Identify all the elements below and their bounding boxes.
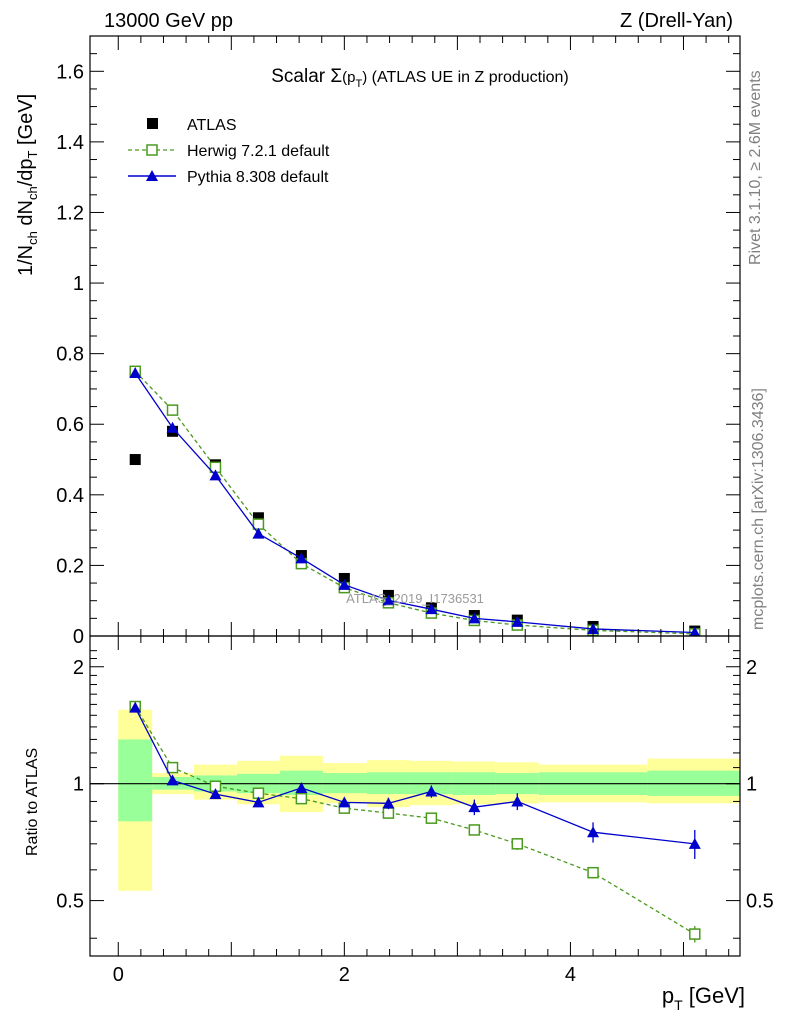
main-pythia-point-0 xyxy=(129,367,142,379)
main-pythia-point-5 xyxy=(338,578,351,590)
ratio-pythia-point-9 xyxy=(511,795,524,807)
ratio-herwig-point-9 xyxy=(511,838,524,850)
ratio-herwig-point-7 xyxy=(425,812,438,824)
x-tick-label-2: 4 xyxy=(565,964,576,986)
rivet-label: Rivet 3.1.10, ≥ 2.6M events xyxy=(747,70,764,265)
ratio-pythia-point-0 xyxy=(129,701,142,713)
energy-label: 13000 GeV pp xyxy=(104,10,233,32)
main-y-tick-label-8: 1.6 xyxy=(56,61,84,83)
legend-pythia-marker xyxy=(146,170,158,181)
x-tick-label-1: 2 xyxy=(339,964,350,986)
main-y-tick-label-7: 1.4 xyxy=(56,132,84,154)
ratio-pythia-point-10 xyxy=(587,826,600,838)
main-herwig-point-3 xyxy=(252,518,265,530)
main-plot-series xyxy=(129,365,701,636)
ratio-plot-series xyxy=(129,700,701,943)
ratio-pythia-point-8 xyxy=(468,801,481,813)
main-atlas-point-3 xyxy=(252,512,264,524)
title-open: (p xyxy=(342,69,355,86)
main-pythia-point-1 xyxy=(166,421,179,433)
x-axis-label-unit: [GeV] xyxy=(683,983,745,1008)
ratio-pythia-point-7 xyxy=(425,785,438,797)
ratio-y-axis-label: Ratio to ATLAS xyxy=(24,748,41,856)
title-post: (ATLAS UE in Z production) xyxy=(367,69,569,86)
process-label: Z (Drell-Yan) xyxy=(620,10,733,32)
main-pythia-point-7 xyxy=(425,603,438,615)
main-atlas-point-5 xyxy=(338,572,350,584)
legend: ATLAS Herwig 7.2.1 default Pythia 8.308 … xyxy=(128,117,330,186)
x-axis-label-p: p xyxy=(662,983,674,1008)
ratio-band-green-0 xyxy=(118,739,153,822)
plot-title: Scalar Σ(pT) (ATLAS UE in Z production) xyxy=(271,66,569,90)
ratio-y-tick-label-right-1: 1 xyxy=(746,774,757,796)
main-herwig-line xyxy=(134,370,695,635)
ratio-pythia-point-2 xyxy=(209,788,222,800)
ratio-herwig-point-6 xyxy=(382,807,395,819)
main-pythia-point-8 xyxy=(468,612,481,624)
x-tick-label-0: 0 xyxy=(113,964,124,986)
legend-herwig-marker xyxy=(146,144,158,156)
main-pythia-point-10 xyxy=(587,622,600,634)
axis-ticks: 0 0.2 0.4 0.6 0.8 1 1.2 1.4 1.6 0 2 4 0.5 0.5 1 1 2 2 xyxy=(56,35,774,986)
main-pythia-point-6 xyxy=(382,594,395,606)
title-sub: T xyxy=(355,78,362,90)
main-pythia-point-9 xyxy=(511,615,524,627)
main-atlas-point-0 xyxy=(129,454,141,466)
main-pythia-point-3 xyxy=(252,527,265,539)
main-herwig-point-1 xyxy=(166,404,179,416)
ratio-plot-frame xyxy=(89,635,741,957)
ratio-pythia-point-3 xyxy=(252,796,265,808)
x-axis-label-sub: T xyxy=(674,997,683,1013)
ratio-herwig-point-4 xyxy=(295,792,308,805)
ratio-herwig-point-8 xyxy=(468,824,481,836)
legend-atlas-label: ATLAS xyxy=(187,117,237,134)
title-sigma: Σ xyxy=(330,66,342,87)
ratio-herwig-point-11 xyxy=(689,928,701,940)
ratio-herwig-point-1 xyxy=(166,761,179,774)
ratio-herwig-point-10 xyxy=(587,866,599,879)
legend-atlas-marker xyxy=(147,118,158,129)
x-axis-label: pT [GeV] xyxy=(662,983,745,1013)
ratio-bands xyxy=(118,709,740,891)
main-y-tick-label-4: 0.8 xyxy=(56,344,84,366)
main-y-tick-label-1: 0.2 xyxy=(56,555,84,577)
title-pre: Scalar xyxy=(271,66,330,87)
ratio-y-tick-label-right-0: 0.5 xyxy=(746,891,774,913)
main-y-tick-label-5: 1 xyxy=(73,273,84,295)
ratio-pythia-line xyxy=(134,707,695,845)
main-y-axis-label: 1/Nch dNch/dpT [GeV] xyxy=(15,94,40,276)
main-y-tick-label-6: 1.2 xyxy=(56,202,84,224)
title-close: ) xyxy=(362,69,367,86)
legend-herwig-label: Herwig 7.2.1 default xyxy=(187,143,330,160)
main-pythia-point-2 xyxy=(209,469,222,481)
analysis-watermark: ATLAS_2019_I1736531 xyxy=(346,591,484,606)
ratio-pythia-point-1 xyxy=(166,774,179,786)
ratio-y-tick-label-right-2: 2 xyxy=(746,657,757,679)
ratio-pythia-point-6 xyxy=(382,797,395,809)
main-y-tick-label-3: 0.6 xyxy=(56,414,84,436)
ratio-pythia-point-5 xyxy=(338,796,351,808)
main-pythia-line xyxy=(134,372,695,634)
legend-pythia-label: Pythia 8.308 default xyxy=(187,169,329,186)
main-pythia-point-4 xyxy=(295,552,308,564)
mcplots-label: mcplots.cern.ch [arXiv:1306.3436] xyxy=(750,388,767,630)
ratio-y-tick-label-left-2: 2 xyxy=(73,657,84,679)
ratio-herwig-line xyxy=(134,706,696,935)
ratio-y-tick-label-left-1: 1 xyxy=(73,774,84,796)
ratio-pythia-point-11 xyxy=(688,837,701,849)
main-y-tick-label-0: 0 xyxy=(73,626,84,648)
main-pythia-point-11 xyxy=(689,626,700,636)
ratio-y-tick-label-left-0: 0.5 xyxy=(56,891,84,913)
main-y-tick-label-2: 0.4 xyxy=(56,485,84,507)
ratio-pythia-point-4 xyxy=(295,781,308,793)
